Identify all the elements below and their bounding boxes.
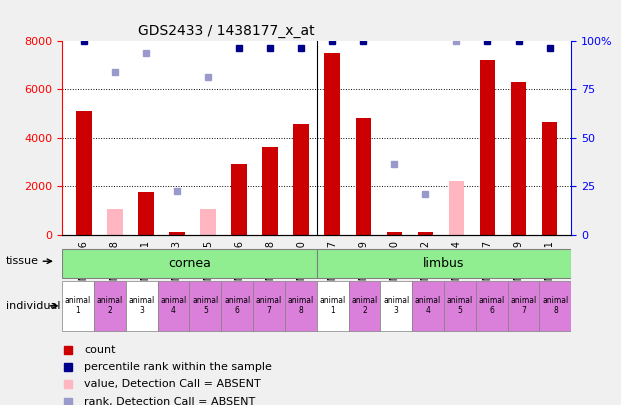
FancyBboxPatch shape [62, 281, 94, 331]
FancyBboxPatch shape [317, 281, 348, 331]
FancyBboxPatch shape [221, 281, 253, 331]
Text: cornea: cornea [168, 257, 211, 270]
FancyBboxPatch shape [158, 281, 189, 331]
Bar [200, 209, 216, 235]
FancyBboxPatch shape [444, 281, 476, 331]
FancyBboxPatch shape [476, 281, 507, 331]
Text: animal
5: animal 5 [192, 296, 219, 315]
Text: animal
3: animal 3 [383, 296, 409, 315]
Text: animal
2: animal 2 [351, 296, 378, 315]
Text: animal
2: animal 2 [97, 296, 123, 315]
Bar [386, 232, 402, 235]
Bar [169, 232, 185, 235]
Bar [479, 60, 495, 235]
Text: animal
6: animal 6 [479, 296, 505, 315]
Bar [510, 82, 526, 235]
Bar [542, 122, 558, 235]
FancyBboxPatch shape [62, 249, 317, 278]
Bar [324, 53, 340, 235]
FancyBboxPatch shape [285, 281, 317, 331]
Bar [448, 181, 464, 235]
FancyBboxPatch shape [317, 249, 571, 278]
Bar [138, 192, 154, 235]
Text: rank, Detection Call = ABSENT: rank, Detection Call = ABSENT [84, 396, 256, 405]
FancyBboxPatch shape [507, 281, 540, 331]
FancyBboxPatch shape [189, 281, 221, 331]
Bar [107, 209, 123, 235]
Text: animal
6: animal 6 [224, 296, 250, 315]
Text: animal
8: animal 8 [288, 296, 314, 315]
Text: individual: individual [6, 301, 61, 311]
Text: percentile rank within the sample: percentile rank within the sample [84, 362, 273, 372]
Text: animal
3: animal 3 [129, 296, 155, 315]
FancyBboxPatch shape [380, 281, 412, 331]
Bar [231, 164, 247, 235]
Text: animal
5: animal 5 [446, 296, 473, 315]
FancyBboxPatch shape [94, 281, 125, 331]
Text: count: count [84, 345, 116, 355]
Text: animal
4: animal 4 [415, 296, 442, 315]
Bar [294, 124, 309, 235]
Text: tissue: tissue [6, 256, 39, 266]
Text: animal
4: animal 4 [160, 296, 187, 315]
Bar [76, 111, 92, 235]
Text: animal
1: animal 1 [65, 296, 91, 315]
Text: animal
7: animal 7 [510, 296, 537, 315]
Text: GDS2433 / 1438177_x_at: GDS2433 / 1438177_x_at [138, 24, 315, 38]
Text: animal
1: animal 1 [319, 296, 346, 315]
Bar [417, 232, 433, 235]
Bar [262, 147, 278, 235]
Bar [355, 118, 371, 235]
Text: value, Detection Call = ABSENT: value, Detection Call = ABSENT [84, 379, 261, 389]
FancyBboxPatch shape [125, 281, 158, 331]
FancyBboxPatch shape [412, 281, 444, 331]
FancyBboxPatch shape [253, 281, 285, 331]
Text: limbus: limbus [424, 257, 465, 270]
Text: animal
8: animal 8 [542, 296, 569, 315]
FancyBboxPatch shape [540, 281, 571, 331]
Text: animal
7: animal 7 [256, 296, 282, 315]
FancyBboxPatch shape [348, 281, 380, 331]
